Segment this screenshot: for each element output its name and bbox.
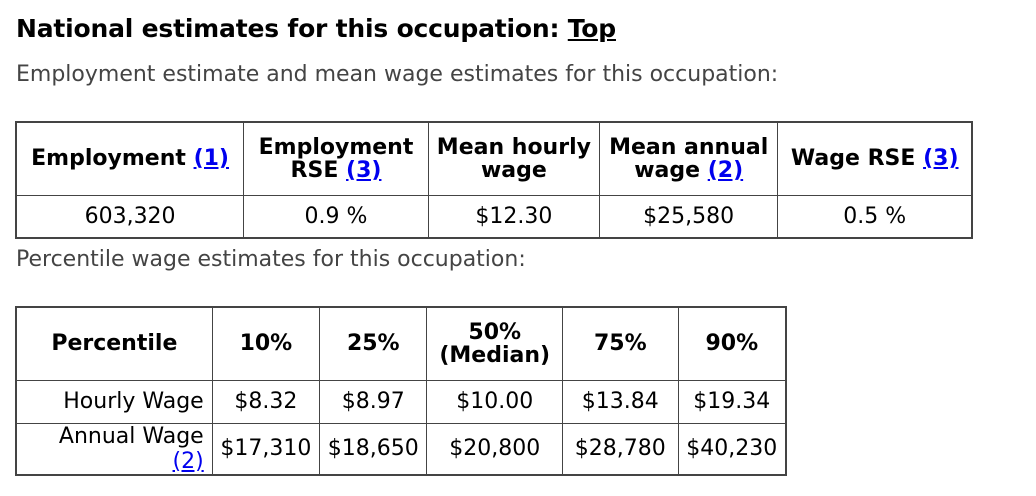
header-p90: 90%	[677, 306, 787, 381]
table-cell: 0.9 %	[243, 194, 429, 239]
percentile-table: Percentile 10% 25% 50% (Median) 75% 90% …	[15, 306, 787, 476]
header-wage-rse: Wage RSE (3)	[777, 121, 973, 196]
header-p10: 10%	[211, 306, 321, 381]
footnote-link-2[interactable]: (2)	[707, 157, 744, 183]
percentile-intro: Percentile wage estimates for this occup…	[16, 247, 526, 272]
footnote-link-2[interactable]: (2)	[172, 448, 204, 474]
header-percentile: Percentile	[15, 306, 213, 381]
table-cell: $18,650	[319, 422, 428, 475]
table-row: 603,320 0.9 % $12.30 $25,580 0.5 %	[15, 194, 973, 239]
section-heading: National estimates for this occupation: …	[16, 14, 616, 43]
row-label-hourly: Hourly Wage	[15, 379, 213, 424]
footnote-link-3[interactable]: (3)	[346, 157, 382, 183]
table-cell: $8.32	[211, 379, 321, 424]
table-cell: $8.97	[319, 379, 428, 424]
header-p25: 25%	[319, 306, 428, 381]
footnote-link-1[interactable]: (1)	[193, 146, 229, 172]
table-cell: $10.00	[426, 379, 563, 424]
header-p75: 75%	[562, 306, 679, 381]
footnote-link-3[interactable]: (3)	[923, 146, 959, 172]
table-cell: $20,800	[426, 422, 563, 475]
header-mean-hourly-wage: Mean hourly wage	[427, 121, 600, 196]
percentile-table-header-row: Percentile 10% 25% 50% (Median) 75% 90%	[15, 306, 787, 381]
table-cell: 0.5 %	[777, 194, 973, 239]
employment-table-header-row: Employment (1) Employment RSE (3) Mean h…	[15, 121, 973, 196]
table-cell: 603,320	[15, 194, 245, 239]
row-label-annual: Annual Wage (2)	[15, 422, 213, 475]
table-cell: $17,310	[211, 422, 321, 475]
header-employment-rse: Employment RSE (3)	[243, 121, 429, 196]
header-employment: Employment (1)	[15, 121, 245, 196]
table-cell: $12.30	[427, 194, 600, 239]
table-cell: $25,580	[598, 194, 779, 239]
employment-table: Employment (1) Employment RSE (3) Mean h…	[15, 121, 973, 239]
table-cell: $13.84	[562, 379, 679, 424]
top-link[interactable]: Top	[567, 14, 616, 43]
table-row: Annual Wage (2) $17,310 $18,650 $20,800 …	[15, 422, 787, 475]
table-row: Hourly Wage $8.32 $8.97 $10.00 $13.84 $1…	[15, 379, 787, 424]
table-cell: $28,780	[562, 422, 679, 475]
section-heading-text: National estimates for this occupation:	[16, 14, 560, 43]
employment-intro: Employment estimate and mean wage estima…	[16, 62, 779, 87]
table-cell: $19.34	[677, 379, 787, 424]
header-p50: 50% (Median)	[426, 306, 563, 381]
header-mean-annual-wage: Mean annual wage (2)	[598, 121, 779, 196]
table-cell: $40,230	[677, 422, 787, 475]
